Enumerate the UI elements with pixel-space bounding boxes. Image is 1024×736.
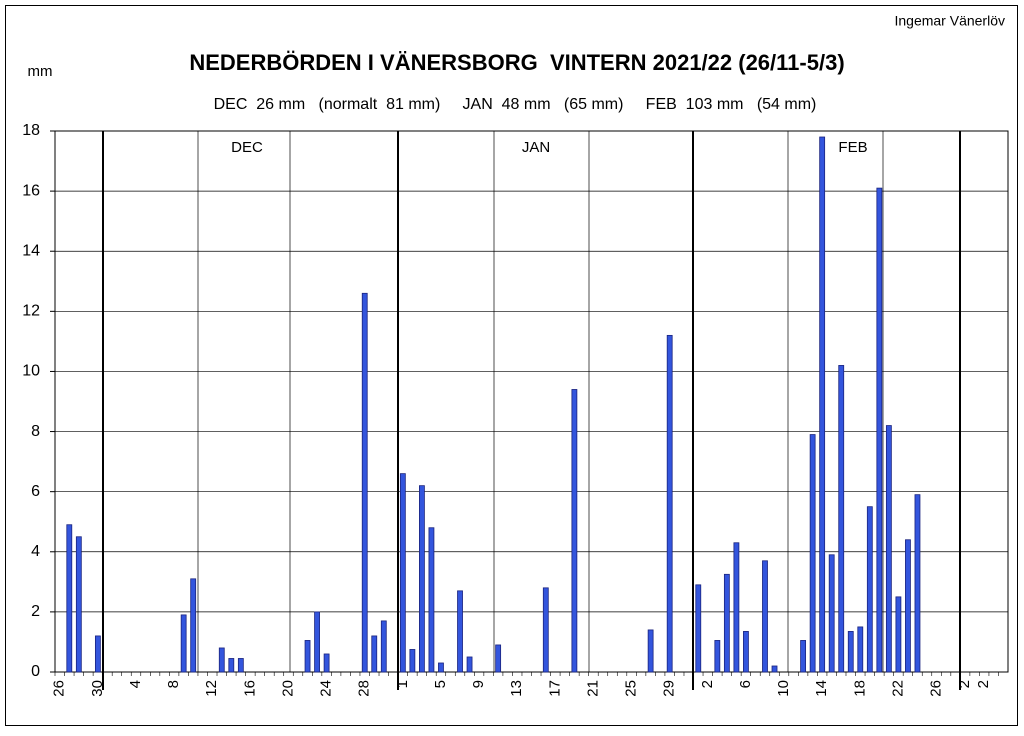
y-axis-label: mm bbox=[28, 63, 53, 80]
author: Ingemar Vänerlöv bbox=[894, 13, 1005, 29]
x-tick-label: 2 bbox=[975, 680, 992, 688]
bar bbox=[438, 662, 444, 673]
bar bbox=[237, 658, 244, 673]
x-tick-label: 14 bbox=[813, 680, 830, 697]
bar bbox=[542, 587, 549, 673]
bar bbox=[399, 473, 406, 673]
bar bbox=[409, 649, 416, 673]
x-tick-label: 2 bbox=[699, 680, 716, 688]
bar bbox=[809, 434, 816, 673]
bar bbox=[419, 485, 425, 673]
bar bbox=[75, 536, 82, 673]
bar bbox=[380, 620, 387, 673]
bar bbox=[304, 640, 311, 673]
x-tick-label: 5 bbox=[432, 680, 449, 688]
bar bbox=[866, 506, 873, 673]
month-label: FEB bbox=[838, 139, 867, 156]
subtitle: DEC 26 mm (normalt 81 mm) JAN 48 mm (65 … bbox=[214, 96, 817, 113]
bar bbox=[733, 542, 740, 673]
frame bbox=[5, 5, 1018, 726]
y-tick-label: 14 bbox=[22, 242, 40, 259]
bar bbox=[466, 656, 473, 673]
x-tick-label: 30 bbox=[89, 680, 106, 697]
bar bbox=[895, 596, 902, 673]
bar bbox=[800, 640, 807, 673]
bar bbox=[361, 292, 368, 673]
x-tick-label: 22 bbox=[889, 680, 906, 697]
bar bbox=[847, 631, 854, 673]
bar bbox=[819, 136, 826, 673]
x-tick-label: 18 bbox=[851, 680, 868, 697]
x-tick-label: 1 bbox=[394, 680, 411, 688]
bar bbox=[190, 578, 197, 673]
x-tick-label: 26 bbox=[51, 680, 68, 697]
x-tick-label: 8 bbox=[165, 680, 182, 688]
x-tick-label: 9 bbox=[470, 680, 487, 688]
bar bbox=[828, 554, 835, 673]
x-tick-label: 28 bbox=[356, 680, 373, 697]
bar bbox=[647, 629, 654, 673]
x-tick-label: 17 bbox=[546, 680, 563, 697]
x-tick-label: 25 bbox=[623, 680, 640, 697]
bar bbox=[743, 631, 749, 673]
bar bbox=[218, 647, 225, 673]
x-tick-label: 26 bbox=[927, 680, 944, 697]
x-tick-label: 13 bbox=[508, 680, 525, 697]
bar bbox=[723, 573, 730, 673]
bar bbox=[914, 494, 921, 673]
y-tick-label: 4 bbox=[31, 543, 40, 560]
bar bbox=[428, 527, 435, 673]
bar bbox=[495, 644, 502, 673]
y-tick-label: 0 bbox=[31, 663, 40, 680]
bar bbox=[180, 614, 187, 673]
x-tick-label: 20 bbox=[279, 680, 296, 697]
bar bbox=[457, 590, 463, 673]
x-tick-label: 24 bbox=[318, 680, 335, 697]
bar bbox=[314, 611, 320, 673]
bar bbox=[323, 653, 330, 673]
x-tick-label: 10 bbox=[775, 680, 792, 697]
y-tick-label: 6 bbox=[31, 483, 40, 500]
bar bbox=[371, 635, 378, 673]
x-tick-label: 4 bbox=[127, 680, 144, 688]
bar bbox=[695, 584, 702, 673]
bar bbox=[66, 524, 73, 673]
vertical-grid bbox=[197, 131, 884, 672]
month-label: DEC bbox=[231, 139, 263, 156]
y-tick-label: 16 bbox=[22, 182, 40, 199]
bar bbox=[666, 334, 673, 673]
y-tick-label: 8 bbox=[31, 423, 40, 440]
bar bbox=[571, 389, 578, 673]
month-dividers bbox=[102, 131, 961, 690]
chart-title: NEDERBÖRDEN I VÄNERSBORG VINTERN 2021/22… bbox=[189, 50, 844, 75]
bar bbox=[714, 640, 721, 673]
bar bbox=[857, 626, 864, 673]
bar bbox=[885, 425, 892, 673]
x-tick-label: 2 bbox=[956, 680, 973, 688]
bar bbox=[762, 560, 768, 673]
y-tick-label: 10 bbox=[22, 363, 40, 380]
x-tick-label: 16 bbox=[241, 680, 258, 697]
y-tick-label: 2 bbox=[31, 603, 40, 620]
month-label: JAN bbox=[522, 139, 550, 156]
y-tick-label: 18 bbox=[22, 122, 40, 139]
y-tick-label: 12 bbox=[22, 303, 40, 320]
x-tick-label: 21 bbox=[584, 680, 601, 697]
bar bbox=[228, 658, 235, 673]
bar bbox=[905, 539, 911, 673]
x-tick-label: 6 bbox=[737, 680, 754, 688]
bar bbox=[94, 635, 101, 673]
x-tick-label: 12 bbox=[203, 680, 220, 697]
bar bbox=[876, 187, 883, 673]
bar bbox=[771, 665, 778, 673]
bar bbox=[838, 365, 845, 673]
x-tick-label: 29 bbox=[661, 680, 678, 697]
